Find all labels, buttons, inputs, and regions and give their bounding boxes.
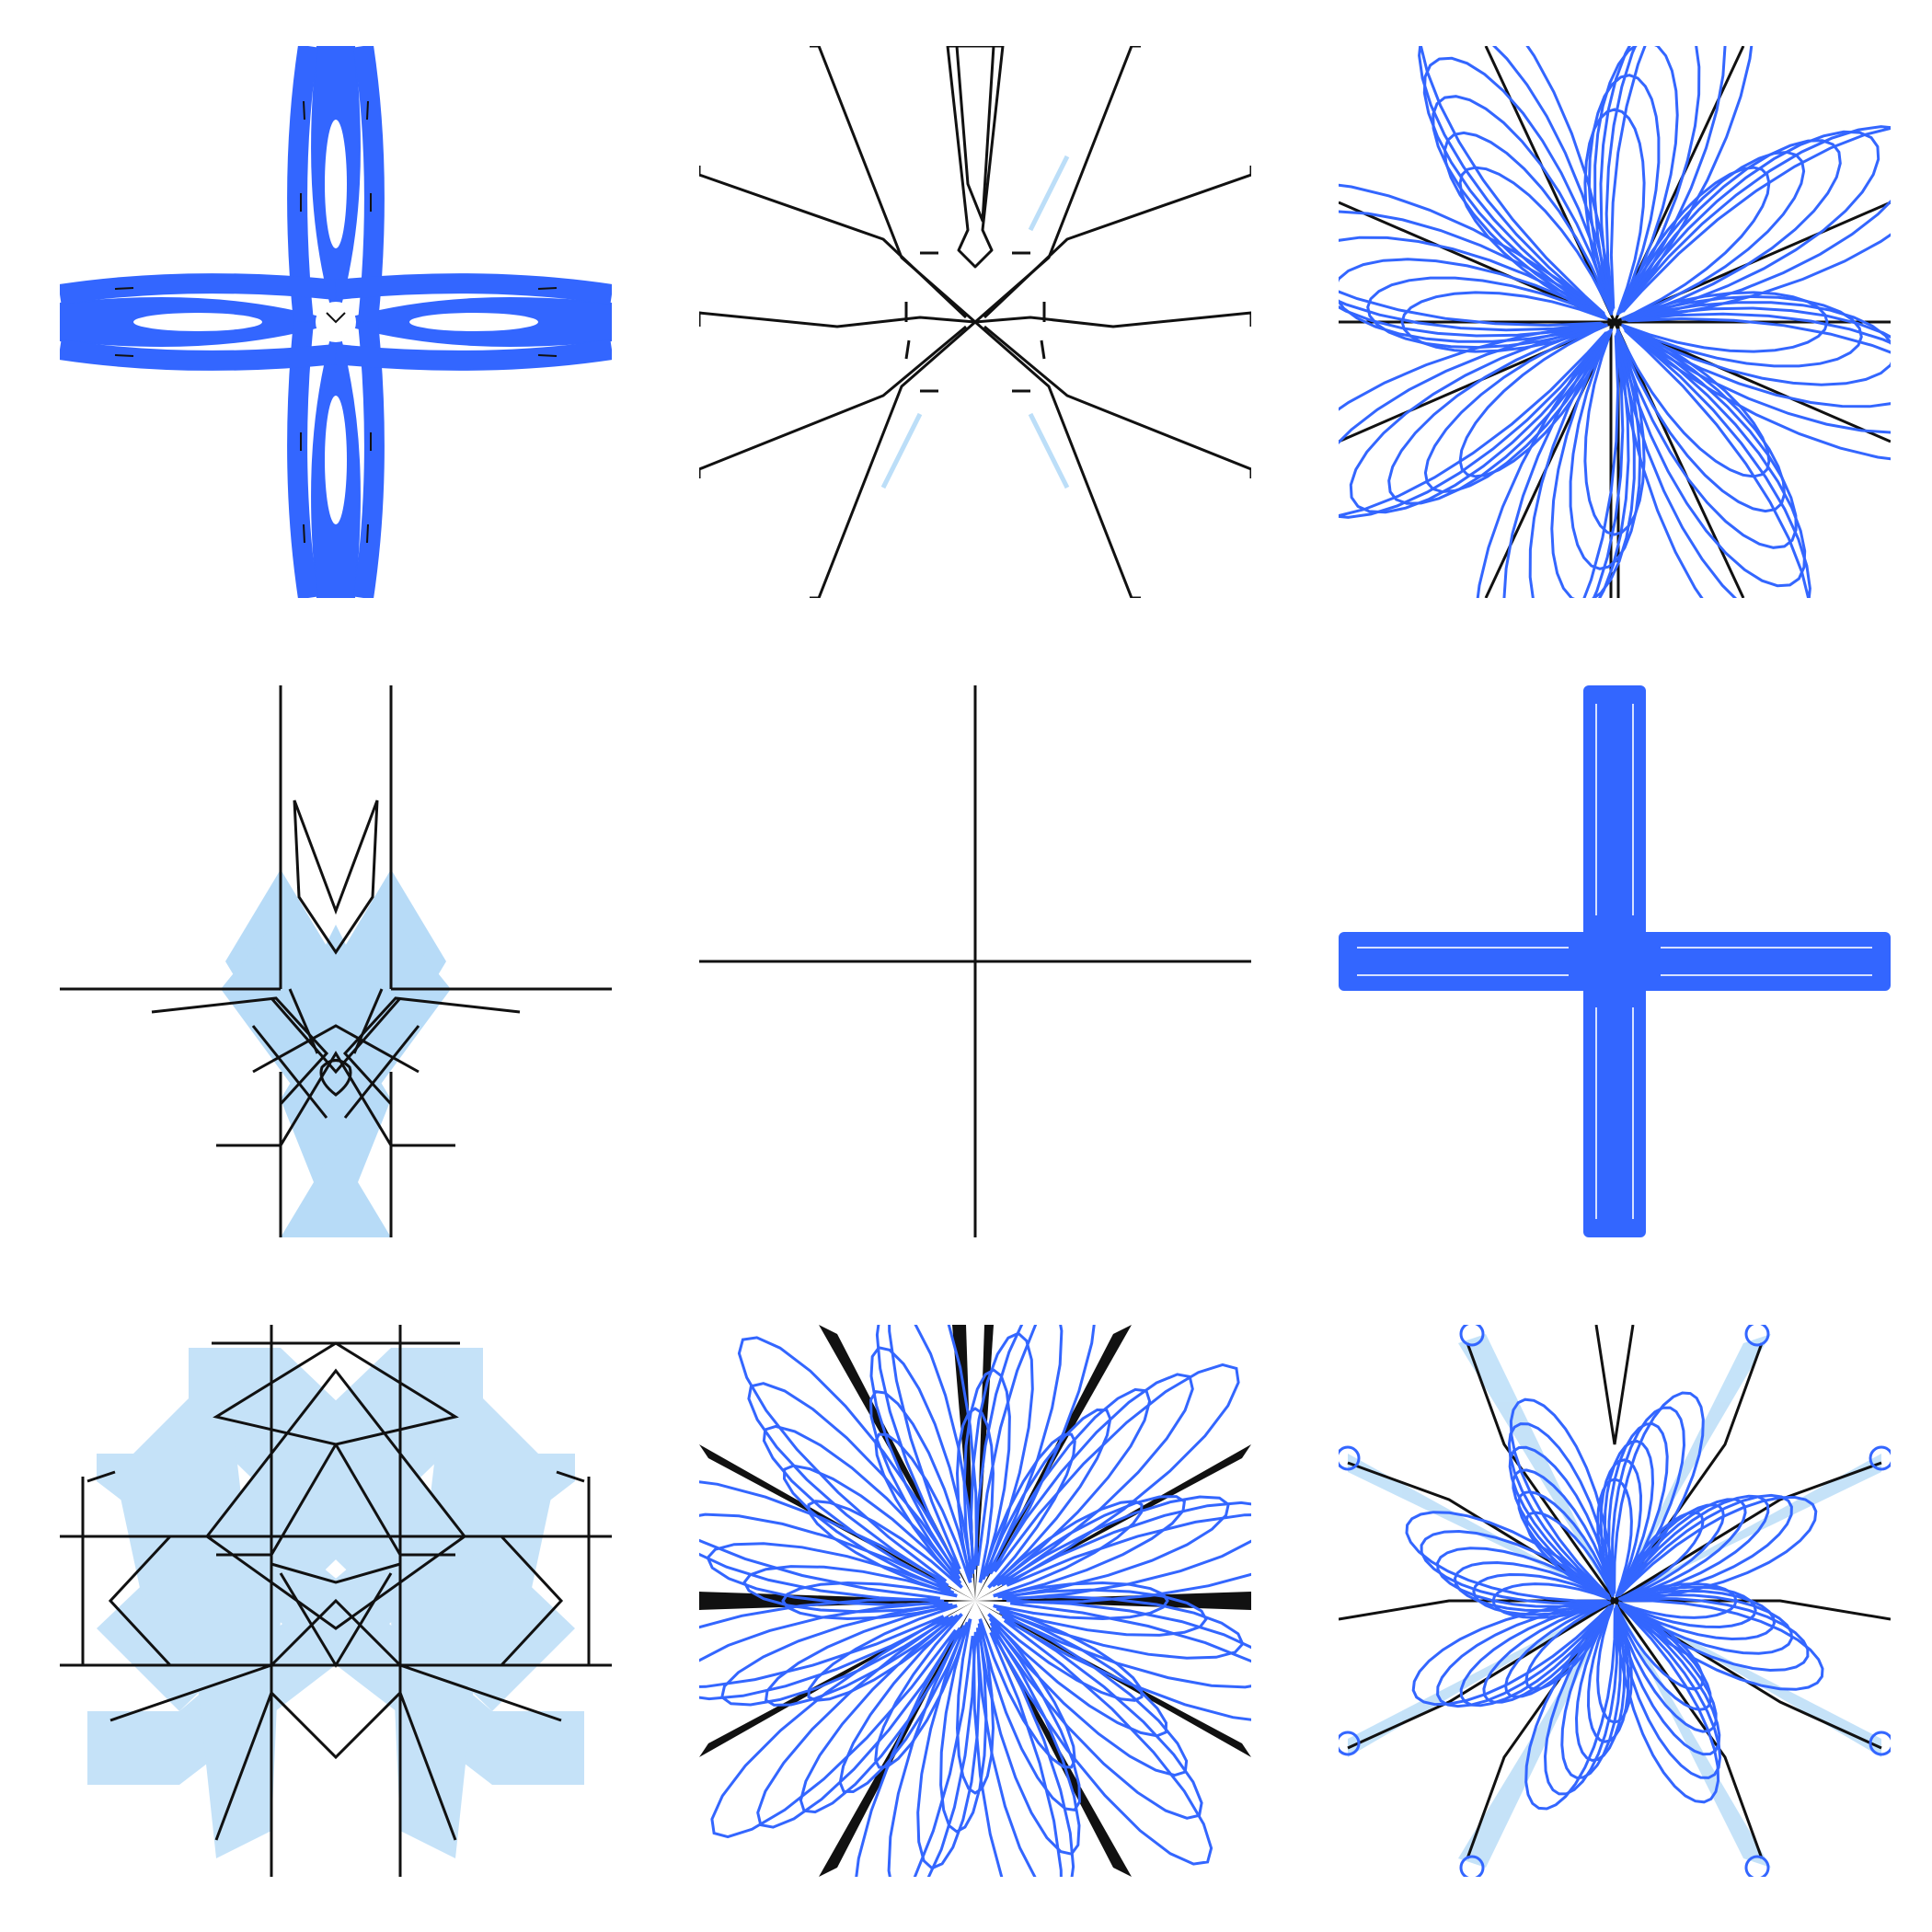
pattern-dense-starburst — [699, 1325, 1251, 1877]
tile-6 — [1339, 685, 1891, 1237]
tile-8 — [699, 1325, 1251, 1877]
rosette-loop — [1339, 46, 1891, 598]
rosette-loop — [1400, 108, 1829, 536]
rosette-loop — [1366, 74, 1863, 570]
rosette-loop — [1420, 1406, 1810, 1796]
rosette-loop — [781, 1407, 1169, 1795]
pattern-blue-looped-rosette — [1339, 46, 1891, 598]
pattern-octagonal-lattice — [60, 1325, 612, 1877]
rosette-loop — [742, 1368, 1208, 1834]
tile-7 — [60, 1325, 612, 1877]
rosette-loop — [1405, 1391, 1824, 1811]
tile-1 — [60, 46, 612, 598]
tile-2 — [699, 46, 1251, 598]
tile-5 — [699, 685, 1251, 1237]
pattern-blue-thick-cross — [1339, 685, 1891, 1237]
pattern-blue-looped-flower — [1339, 1325, 1891, 1877]
rosette-loop — [1453, 1439, 1777, 1763]
pattern-black-spiky-starburst — [699, 46, 1251, 598]
pattern-blue-four-point-star — [60, 46, 612, 598]
rosette-loop — [1435, 1421, 1794, 1780]
tile-9 — [1339, 1325, 1891, 1877]
rosette-loop — [699, 1325, 1251, 1877]
tile-4 — [60, 685, 612, 1237]
pattern-black-crosshair — [699, 685, 1251, 1237]
rosette-loop — [1339, 46, 1891, 598]
tile-3 — [1339, 46, 1891, 598]
rosette-loop — [1339, 46, 1891, 598]
rosette-loop — [1339, 46, 1891, 598]
pattern-geometric-knot — [60, 685, 612, 1237]
